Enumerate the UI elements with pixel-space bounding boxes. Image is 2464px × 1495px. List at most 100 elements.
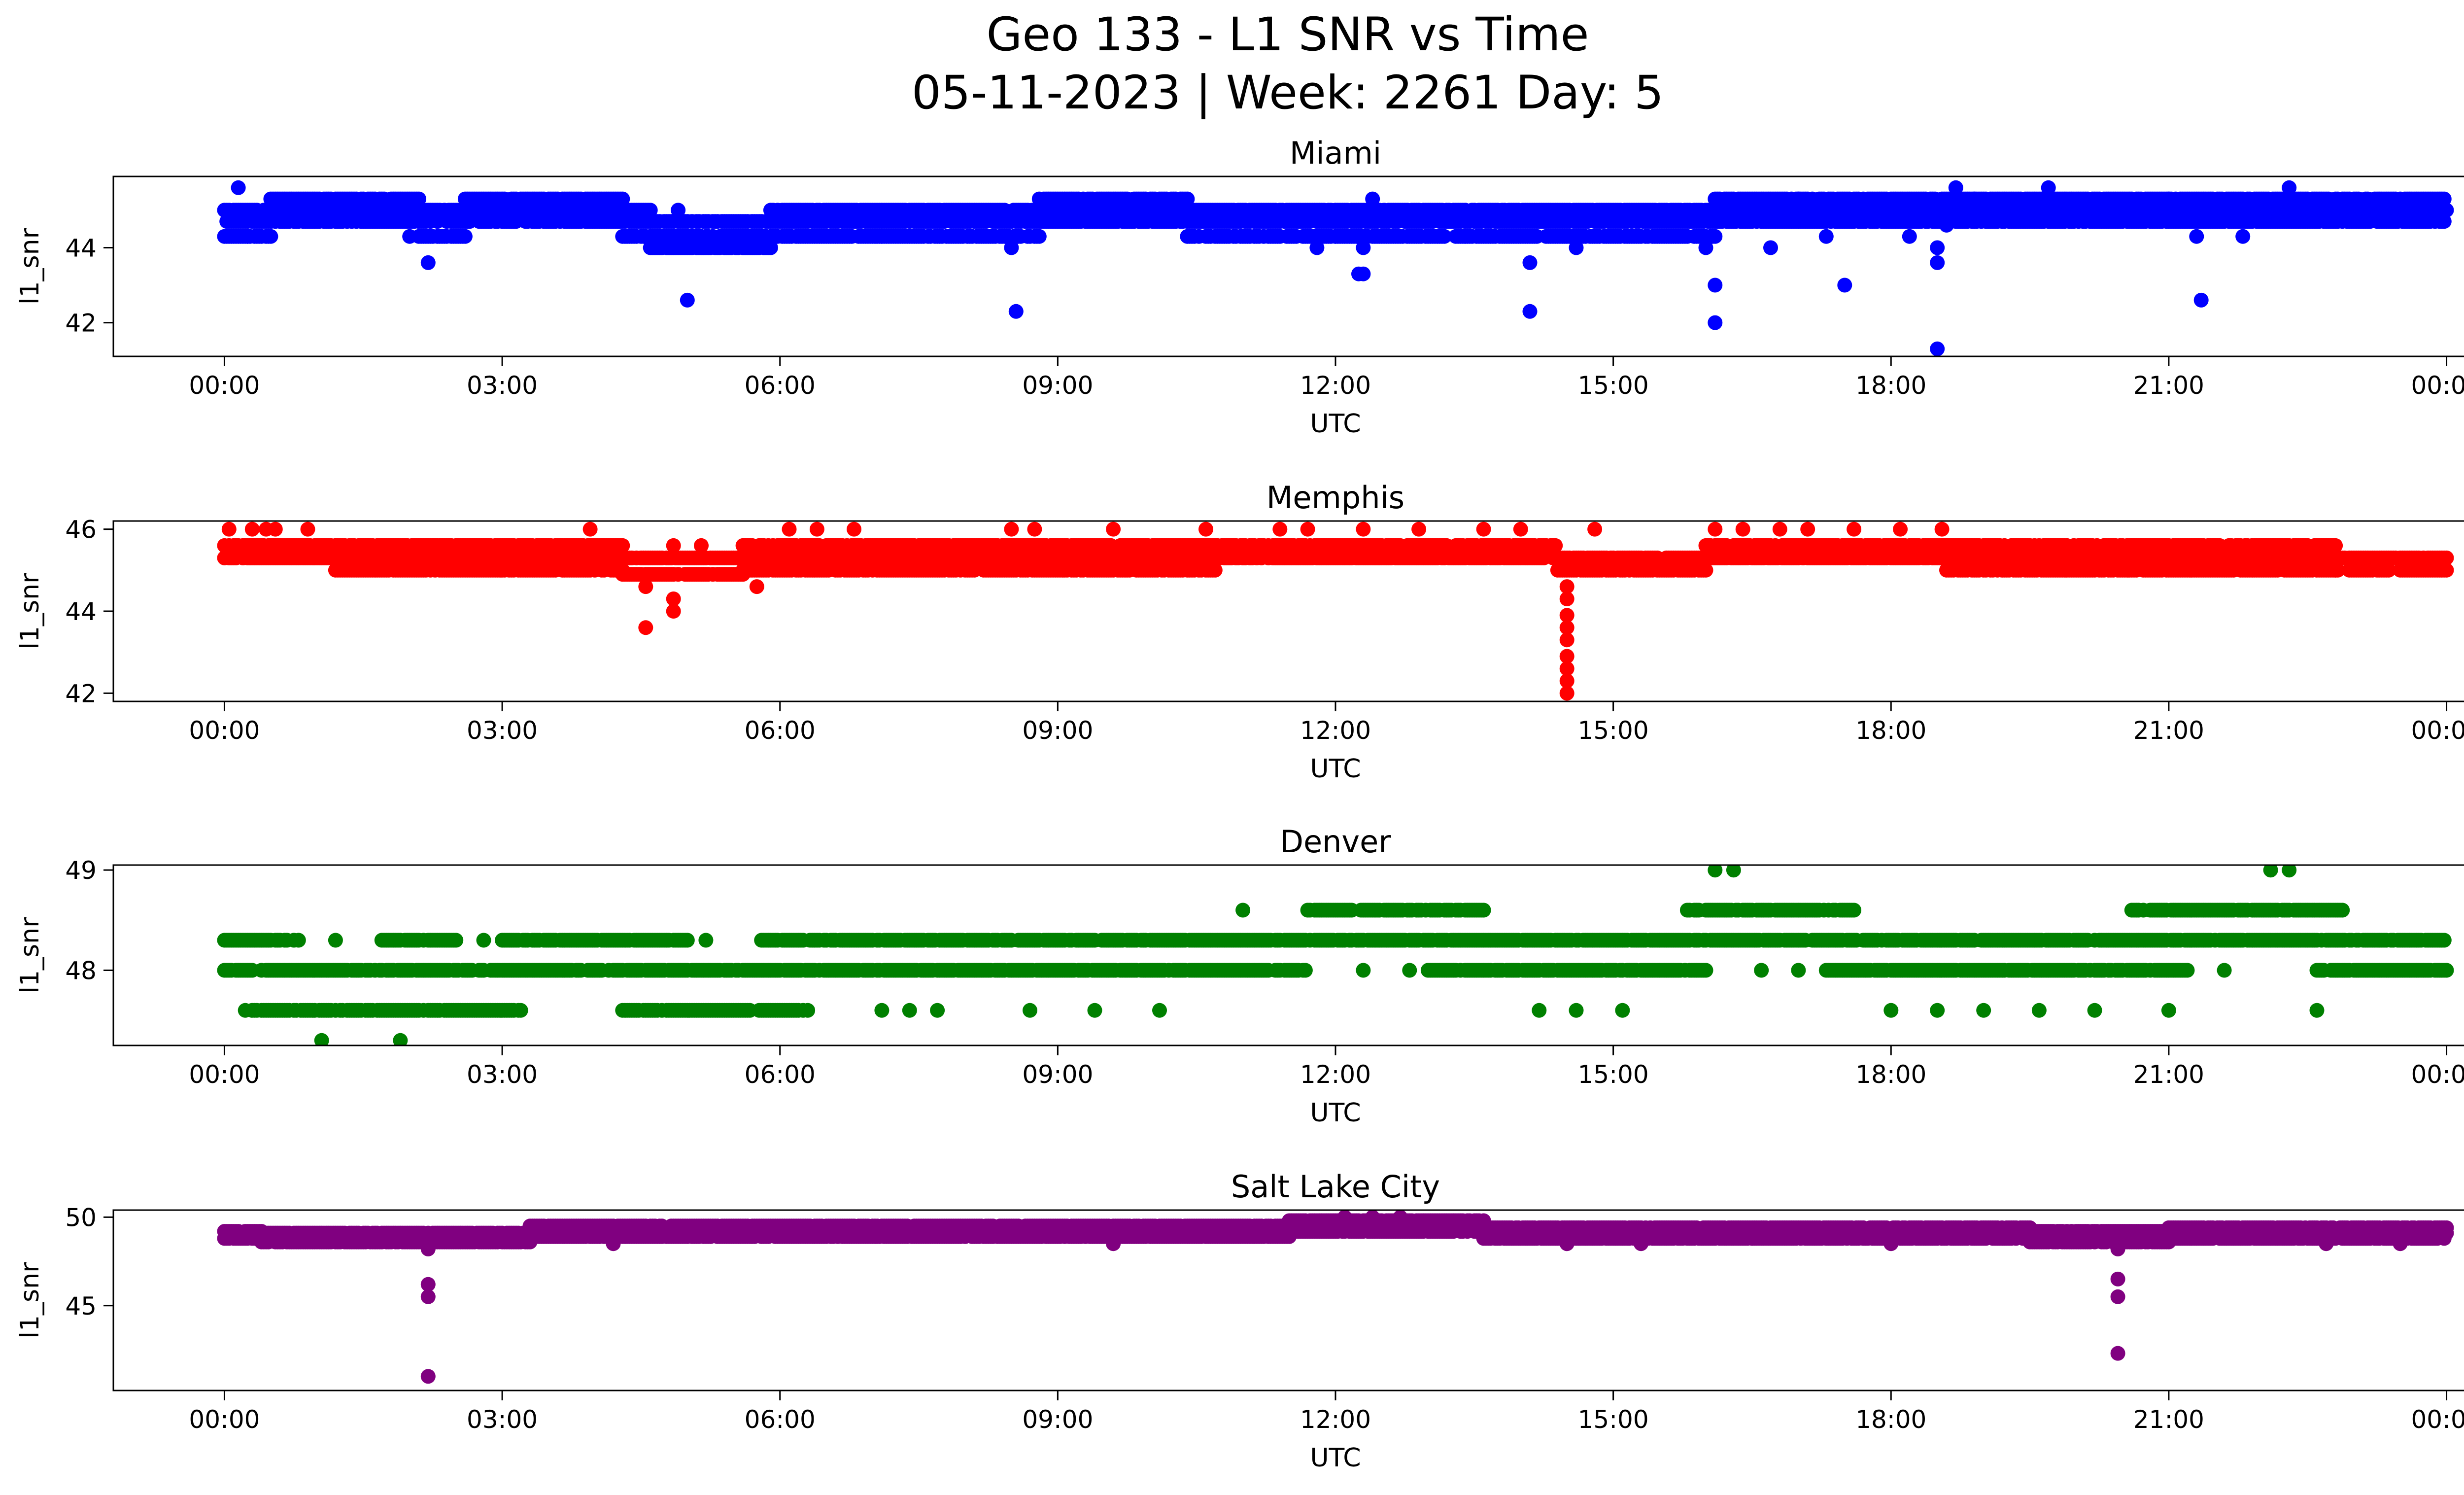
memphis-y-tick-label: 42 bbox=[65, 679, 97, 708]
memphis-outlier-point bbox=[1708, 522, 1723, 537]
memphis-outlier-point bbox=[782, 522, 797, 537]
miami-point bbox=[263, 229, 278, 244]
miami-outlier-point bbox=[1948, 180, 1963, 195]
miami-point bbox=[763, 240, 778, 255]
memphis-outlier-point bbox=[1847, 522, 1862, 537]
miami-outlier-point bbox=[1356, 266, 1371, 281]
miami-point bbox=[1437, 229, 1452, 244]
memphis-outlier-point bbox=[1476, 522, 1491, 537]
memphis-outlier-point bbox=[1772, 522, 1787, 537]
memphis-x-tick-label: 12:00 bbox=[1300, 716, 1371, 745]
miami-outlier-point bbox=[819, 203, 834, 218]
miami-outlier-point bbox=[1902, 229, 1917, 244]
miami-x-tick-label: 21:00 bbox=[2133, 371, 2204, 400]
miami-outlier-point bbox=[1939, 217, 1954, 233]
miami-x-tick-label: 06:00 bbox=[745, 371, 816, 400]
memphis-y-axis-label: l1_snr bbox=[15, 573, 45, 650]
denver-title: Denver bbox=[1280, 824, 1391, 860]
miami-outlier-point bbox=[1365, 191, 1380, 207]
miami-x-tick-label: 15:00 bbox=[1578, 371, 1649, 400]
memphis-outlier-point bbox=[1004, 522, 1019, 537]
miami-point bbox=[2436, 214, 2452, 229]
miami-outlier-point bbox=[2041, 180, 2056, 195]
miami-y-axis-label: l1_snr bbox=[15, 228, 45, 305]
memphis-outlier-point bbox=[1559, 686, 1574, 701]
figure-title-line-2: 05-11-2023 | Week: 2261 Day: 5 bbox=[912, 66, 1664, 120]
miami-x-tick-label: 12:00 bbox=[1300, 371, 1371, 400]
miami-outlier-point bbox=[671, 203, 686, 218]
memphis-x-tick-label: 00:00 bbox=[2411, 716, 2464, 745]
miami-outlier-point bbox=[1763, 240, 1778, 255]
memphis-outlier-point bbox=[749, 579, 764, 594]
memphis-outlier-point bbox=[268, 522, 283, 537]
memphis-outlier-point bbox=[1559, 632, 1574, 648]
miami-x-tick-label: 09:00 bbox=[1022, 371, 1093, 400]
miami-outlier-point bbox=[2282, 180, 2297, 195]
memphis-point bbox=[1548, 538, 1563, 553]
miami-outlier-point bbox=[1708, 315, 1723, 330]
memphis-outlier-point bbox=[582, 522, 598, 537]
memphis-outlier-point bbox=[847, 522, 861, 537]
memphis-x-axis-label: UTC bbox=[1310, 754, 1361, 784]
memphis-outlier-point bbox=[638, 579, 653, 594]
miami-outlier-point bbox=[1930, 341, 1945, 356]
miami-point bbox=[411, 191, 426, 207]
miami-outlier-point bbox=[1708, 278, 1723, 293]
memphis-x-tick-label: 21:00 bbox=[2133, 716, 2204, 745]
memphis-outlier-point bbox=[1411, 522, 1427, 537]
miami-point bbox=[615, 191, 630, 207]
memphis-outlier-point bbox=[1934, 522, 1950, 537]
miami-outlier-point bbox=[1698, 240, 1713, 255]
memphis-outlier-point bbox=[809, 522, 824, 537]
miami-outlier-point bbox=[1930, 255, 1945, 270]
memphis-outlier-point bbox=[638, 620, 653, 635]
miami-outlier-point bbox=[1522, 255, 1538, 270]
miami-x-tick-label: 03:00 bbox=[467, 371, 538, 400]
miami-x-axis-label: UTC bbox=[1310, 409, 1361, 439]
miami-x-tick-label: 18:00 bbox=[1855, 371, 1926, 400]
miami-title: Miami bbox=[1290, 135, 1381, 171]
miami-point bbox=[457, 229, 473, 244]
memphis-points bbox=[217, 522, 2454, 701]
denver-points bbox=[217, 865, 2454, 1045]
memphis-x-tick-label: 09:00 bbox=[1022, 716, 1093, 745]
miami-outlier-point bbox=[1008, 304, 1024, 319]
memphis-point bbox=[1207, 562, 1223, 578]
miami-point bbox=[1708, 229, 1723, 244]
memphis-x-tick-label: 06:00 bbox=[745, 716, 816, 745]
miami-outlier-point bbox=[2193, 292, 2209, 308]
miami-outlier-point bbox=[420, 255, 436, 270]
miami-outlier-point bbox=[1522, 304, 1538, 319]
memphis-outlier-point bbox=[1513, 522, 1528, 537]
memphis-outlier-point bbox=[1735, 522, 1750, 537]
memphis-x-tick-label: 15:00 bbox=[1578, 716, 1649, 745]
memphis-outlier-point bbox=[1272, 522, 1288, 537]
miami-outlier-point bbox=[2235, 229, 2251, 244]
miami-outlier-point bbox=[1309, 240, 1325, 255]
memphis-outlier-point bbox=[1559, 591, 1574, 606]
miami-point bbox=[2439, 203, 2454, 218]
miami-outlier-point bbox=[708, 240, 723, 255]
memphis-outlier-point bbox=[1800, 522, 1815, 537]
memphis-point bbox=[1698, 562, 1713, 578]
miami-points bbox=[217, 180, 2454, 356]
memphis-outlier-point bbox=[1300, 522, 1315, 537]
memphis-outlier-point bbox=[1106, 522, 1121, 537]
memphis-x-tick-label: 00:00 bbox=[189, 716, 260, 745]
memphis-point bbox=[2439, 550, 2454, 565]
miami-outlier-point bbox=[1004, 240, 1019, 255]
memphis-outlier-point bbox=[300, 522, 315, 537]
miami-x-tick-label: 00:00 bbox=[2411, 371, 2464, 400]
miami-y-tick-label: 44 bbox=[65, 234, 97, 262]
miami-outlier-point bbox=[1569, 240, 1584, 255]
memphis-outlier-point bbox=[1198, 522, 1213, 537]
miami-outlier-point bbox=[680, 292, 695, 308]
memphis-x-tick-label: 18:00 bbox=[1855, 716, 1926, 745]
miami-outlier-point bbox=[1356, 240, 1371, 255]
miami-outlier-point bbox=[1930, 240, 1945, 255]
memphis-y-tick-label: 44 bbox=[65, 597, 97, 626]
miami-point bbox=[1180, 191, 1195, 207]
memphis-point bbox=[615, 538, 630, 553]
miami-outlier-point bbox=[2189, 229, 2204, 244]
